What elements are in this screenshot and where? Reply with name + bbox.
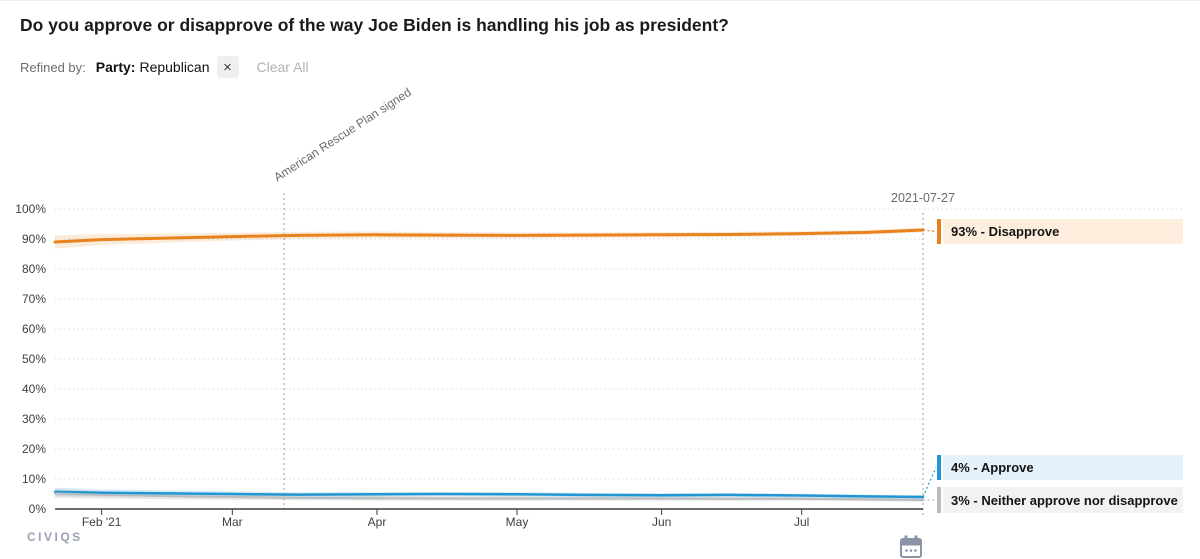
y-axis-label: 100% [15, 202, 46, 216]
x-axis-label: Jul [793, 515, 810, 529]
disapprove-value-label: 93% - Disapprove [937, 219, 1183, 244]
y-axis-label: 40% [21, 382, 46, 396]
y-axis-label: 70% [21, 292, 46, 306]
filter-chip-key: Party: [95, 59, 136, 75]
neither-marker-bar [937, 487, 941, 513]
neither-value-text: 3% - Neither approve nor disapprove [943, 487, 1183, 513]
date-range-button[interactable] [898, 534, 923, 559]
calendar-icon [899, 535, 922, 558]
y-axis-label: 20% [21, 442, 46, 456]
filter-chip-party-republican[interactable]: Party: Republican × [96, 56, 239, 78]
y-axis-label: 60% [21, 322, 46, 336]
y-axis-label: 0% [28, 502, 46, 516]
page-title: Do you approve or disapprove of the way … [20, 15, 729, 35]
x-axis-label: Feb '21 [81, 515, 122, 529]
x-axis-label: Jun [651, 515, 672, 529]
approve-value-label: 4% - Approve [937, 455, 1183, 480]
civiqs-logo[interactable]: CIVIQS [27, 530, 83, 544]
approve-value-text: 4% - Approve [943, 455, 1183, 480]
clear-all-button[interactable]: Clear All [256, 59, 309, 75]
x-axis-label: May [505, 515, 529, 529]
neither-value-label: 3% - Neither approve nor disapprove [937, 487, 1183, 513]
x-axis-label: Mar [221, 515, 243, 529]
refine-bar: Refined by: Party: Republican × Clear Al… [20, 55, 309, 79]
refined-by-label: Refined by: [20, 59, 86, 75]
y-axis-label: 80% [21, 262, 46, 276]
y-axis-label: 30% [21, 412, 46, 426]
remove-filter-button[interactable]: × [216, 56, 239, 78]
disapprove-value-text: 93% - Disapprove [943, 219, 1183, 244]
y-axis-label: 90% [21, 232, 46, 246]
disapprove-marker-bar [937, 219, 941, 244]
y-axis-label: 50% [21, 352, 46, 366]
y-axis-label: 10% [21, 472, 46, 486]
filter-chip-value: Republican [139, 59, 210, 75]
approve-marker-bar [937, 455, 941, 480]
x-axis-label: Apr [367, 515, 387, 529]
close-icon: × [223, 58, 232, 76]
hover-date-label: 2021-07-27 [891, 191, 955, 205]
